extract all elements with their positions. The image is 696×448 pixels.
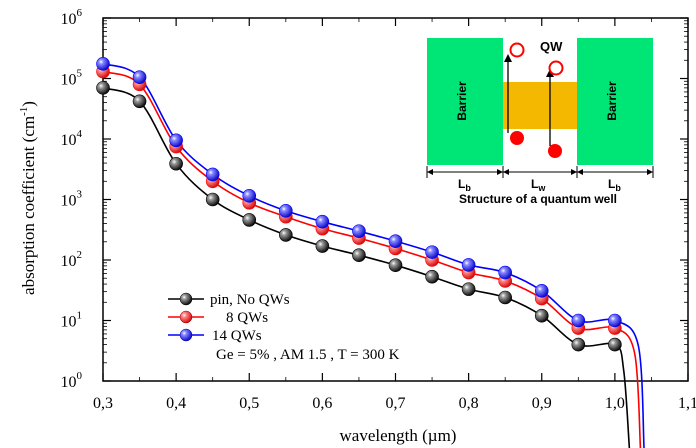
data-point: [96, 56, 110, 71]
data-point: [205, 192, 220, 207]
data-point: [498, 290, 512, 305]
legend-entry-pin: pin, No QWs: [168, 292, 290, 308]
qw-label: QW: [540, 39, 563, 54]
data-point: [388, 234, 403, 248]
data-point: [132, 70, 147, 85]
x-tick-label: 0,9: [532, 395, 552, 412]
well-region: [503, 82, 577, 129]
x-tick-label: 0,5: [239, 395, 259, 412]
x-tick-label: 1,1: [678, 395, 696, 412]
y-tick-label: 105: [61, 68, 83, 89]
inset-quantum-well: Barrier Barrier QW Lb Lw: [426, 38, 654, 206]
legend: pin, No QWs 8 QWs 14 QWs Ge = 5% , AM 1.…: [168, 292, 400, 363]
data-point: [498, 265, 512, 280]
legend-entry-8qws: 8 QWs: [168, 310, 268, 326]
barrier-left: [427, 38, 503, 165]
conditions-annotation: Ge = 5% , AM 1.5 , T = 300 K: [216, 347, 400, 363]
y-tick-label: 102: [61, 249, 83, 270]
data-point: [461, 258, 476, 272]
data-point: [534, 283, 549, 298]
data-point: [96, 81, 110, 95]
x-tick-label: 0,4: [166, 395, 186, 412]
x-tick-label: 0,7: [386, 395, 406, 412]
y-tick-label: 101: [61, 310, 83, 331]
barrier-left-label: Barrier: [455, 81, 469, 121]
data-point: [388, 258, 403, 273]
data-point: [571, 313, 586, 328]
data-point: [315, 239, 330, 253]
data-point: [608, 313, 622, 328]
y-axis-ticks: 100 101 102 103 104 105 106: [61, 7, 688, 391]
data-point: [352, 248, 366, 263]
svg-text:8 QWs: 8 QWs: [226, 310, 268, 326]
data-point: [169, 133, 183, 148]
data-point: [169, 156, 183, 171]
barrier-right: [577, 38, 653, 165]
hole-icon: [509, 42, 525, 58]
x-axis-ticks: 0,3 0,4 0,5 0,6 0,7 0,8 0,9 1,0 1,1: [93, 18, 696, 412]
inset-caption: Structure of a quantum well: [459, 192, 617, 206]
y-tick-label: 104: [61, 128, 83, 149]
data-point: [242, 213, 257, 227]
data-point: [571, 337, 586, 352]
svg-text:14 QWs: 14 QWs: [212, 328, 262, 344]
data-point: [608, 337, 622, 352]
data-point: [425, 245, 439, 259]
y-tick-label: 103: [61, 189, 83, 210]
arrow-head-left: [504, 54, 512, 62]
data-point: [425, 269, 439, 284]
x-tick-label: 0,3: [93, 395, 113, 412]
electron-icon: [548, 144, 562, 158]
y-axis-label: absorption coefficient (cm-1): [18, 101, 38, 295]
lb-left-label: Lb: [458, 177, 471, 193]
lb-right-label: Lb: [608, 177, 621, 193]
electron-icon: [510, 131, 524, 145]
arrow-head-right: [546, 69, 554, 77]
svg-text:pin, No QWs: pin, No QWs: [210, 292, 290, 308]
legend-entry-14qws: 14 QWs: [168, 328, 262, 344]
data-point: [461, 282, 476, 296]
data-point: [205, 167, 220, 182]
y-tick-label: 106: [61, 7, 83, 28]
hole-icon: [548, 60, 564, 76]
x-tick-label: 0,6: [312, 395, 332, 412]
x-axis-label: wavelength (µm): [340, 426, 457, 445]
data-point: [352, 224, 366, 238]
data-point: [132, 94, 147, 109]
series-markers: [96, 56, 622, 352]
barrier-right-label: Barrier: [605, 81, 619, 121]
y-tick-label: 100: [61, 370, 83, 391]
data-point: [279, 204, 293, 218]
x-tick-label: 1,0: [605, 395, 625, 412]
lw-label: Lw: [531, 177, 546, 193]
data-point: [315, 214, 330, 229]
x-tick-label: 0,8: [459, 395, 479, 412]
data-point: [534, 308, 549, 323]
data-point: [242, 189, 257, 203]
data-point: [279, 228, 293, 242]
